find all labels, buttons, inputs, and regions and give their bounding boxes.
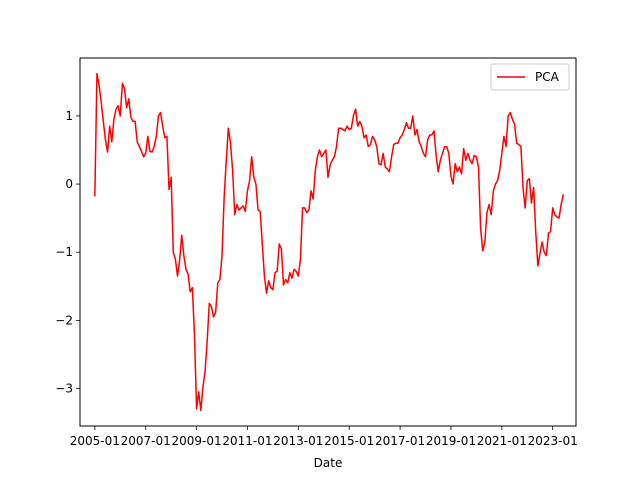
- x-tick-label: 2009-01: [172, 434, 222, 448]
- x-tick-label: 2019-01: [426, 434, 476, 448]
- x-axis-label: Date: [314, 456, 343, 470]
- x-tick-label: 2015-01: [324, 434, 374, 448]
- plot-frame: [79, 57, 577, 427]
- x-tick-label: 2013-01: [273, 434, 323, 448]
- y-tick-label: −2: [55, 313, 73, 327]
- y-tick-label: 1: [65, 109, 73, 123]
- x-tick-label: 2005-01: [70, 434, 120, 448]
- y-axis-ticks: −3 −2 −1 0 1: [55, 109, 80, 396]
- legend-label: PCA: [535, 70, 560, 84]
- legend: PCA: [490, 63, 570, 91]
- y-tick-label: −3: [55, 382, 73, 396]
- x-tick-label: 2017-01: [375, 434, 425, 448]
- y-tick-label: 0: [65, 177, 73, 191]
- y-tick-label: −1: [55, 245, 73, 259]
- series-line-0: [94, 72, 565, 412]
- plot-area: [94, 72, 565, 412]
- x-tick-label: 2021-01: [477, 434, 527, 448]
- x-tick-label: 2007-01: [121, 434, 171, 448]
- x-tick-label: 2023-01: [528, 434, 578, 448]
- legend-box: [490, 63, 570, 91]
- x-axis-ticks: 2005-01 2007-01 2009-01 2011-01 2013-01 2015-…: [70, 426, 578, 448]
- x-tick-label: 2011-01: [222, 434, 272, 448]
